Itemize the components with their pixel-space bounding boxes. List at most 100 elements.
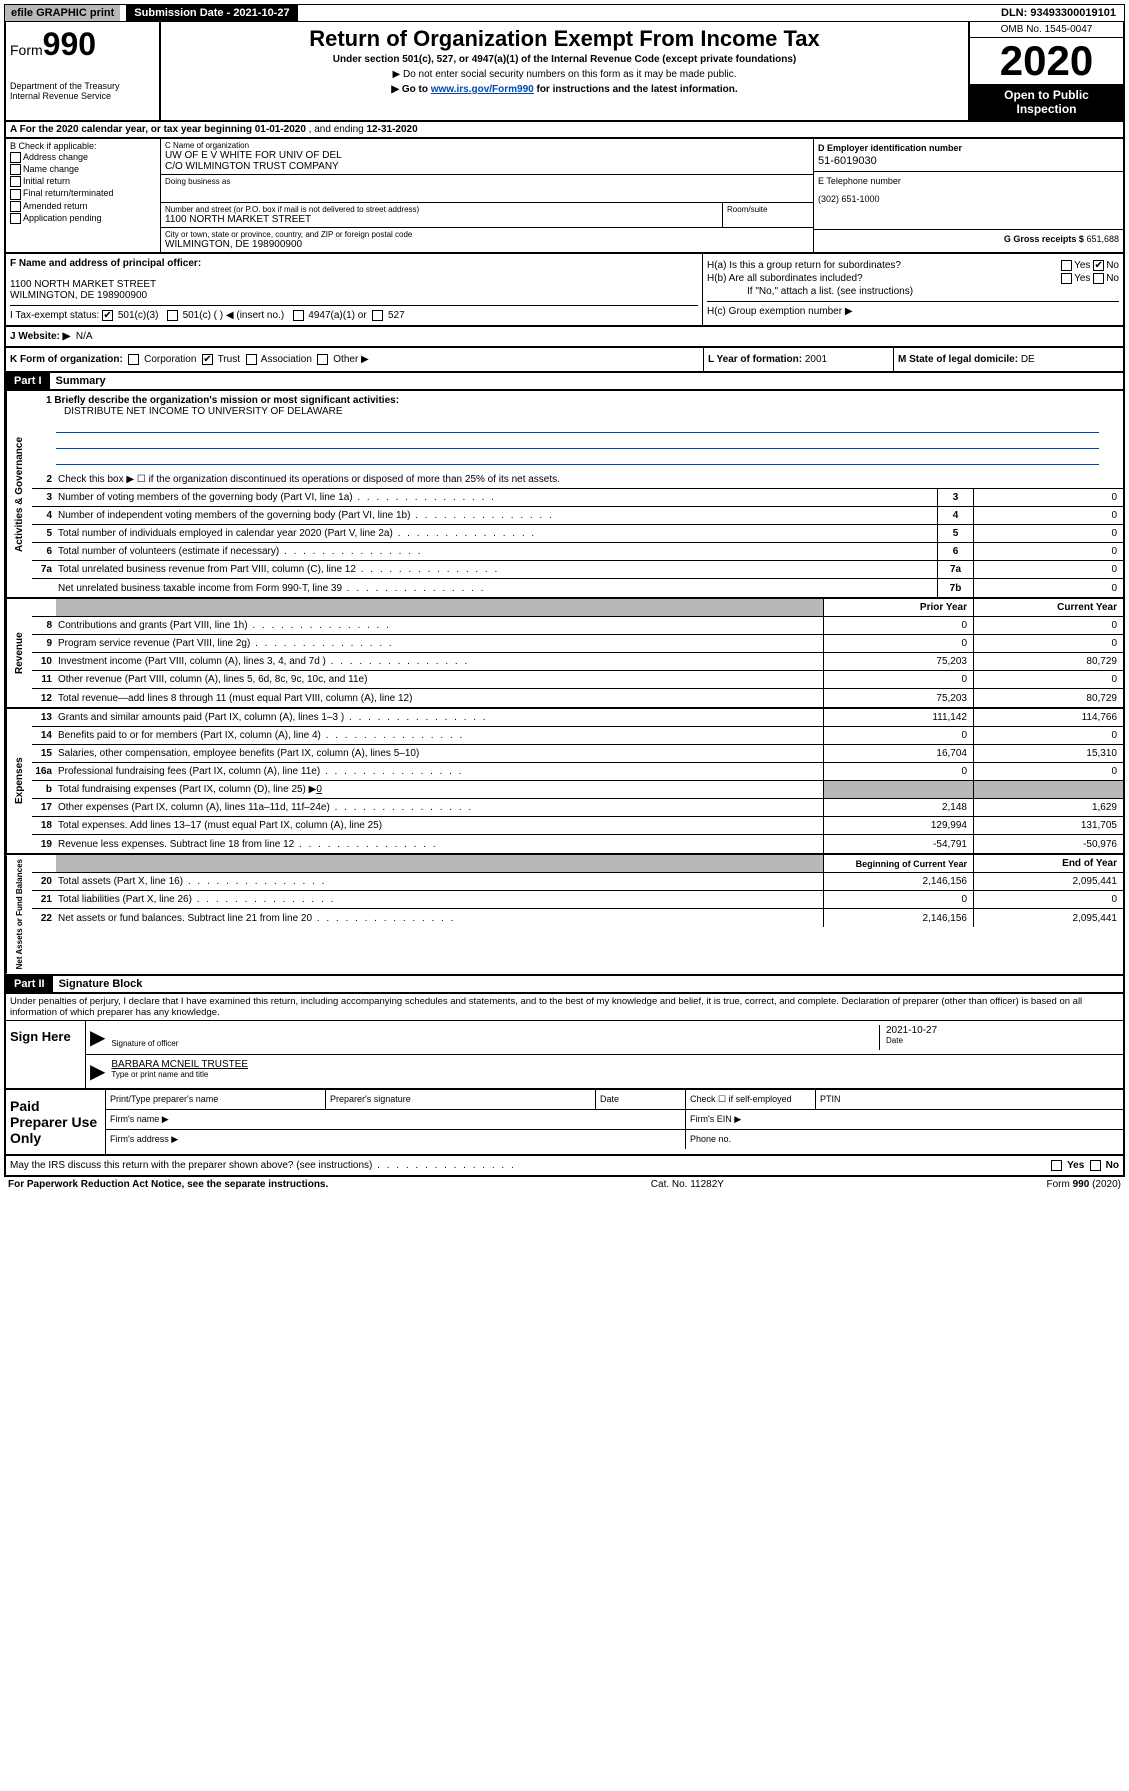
- cb-4947[interactable]: [293, 310, 304, 321]
- ha-no[interactable]: [1093, 260, 1104, 271]
- cb-501c[interactable]: [167, 310, 178, 321]
- net-section: Net Assets or Fund Balances Beginning of…: [4, 855, 1125, 975]
- p16b: [823, 781, 973, 798]
- name-box: C Name of organization UW OF E V WHITE F…: [161, 139, 813, 175]
- addr-left: Number and street (or P.O. box if mail i…: [161, 203, 723, 227]
- p15: 16,704: [823, 745, 973, 762]
- exp-content: 13Grants and similar amounts paid (Part …: [32, 709, 1123, 853]
- l4-txt: Number of independent voting members of …: [56, 508, 937, 523]
- mission-line: [56, 451, 1099, 465]
- addr-val: 1100 NORTH MARKET STREET: [165, 214, 718, 225]
- open-public: Open to Public Inspection: [970, 84, 1123, 120]
- col-b: B Check if applicable: Address change Na…: [6, 139, 161, 252]
- l16b-val: 0: [316, 784, 322, 795]
- g-box: G Gross receipts $ 651,688: [814, 230, 1123, 248]
- j-lbl: J Website: ▶: [10, 331, 70, 342]
- l15: Salaries, other compensation, employee b…: [56, 746, 823, 761]
- form-note1: ▶ Do not enter social security numbers o…: [165, 69, 964, 80]
- state-domicile: DE: [1021, 354, 1035, 365]
- officer-name: BARBARA MCNEIL TRUSTEE: [111, 1059, 1119, 1070]
- c16a: 0: [973, 763, 1123, 780]
- l18: Total expenses. Add lines 13–17 (must eq…: [56, 818, 823, 833]
- website-val: N/A: [76, 331, 93, 342]
- cb-final-return[interactable]: Final return/terminated: [10, 188, 156, 199]
- part2-header-row: Part II Signature Block: [4, 976, 1125, 994]
- cb-amended[interactable]: Amended return: [10, 201, 156, 212]
- efile-button[interactable]: efile GRAPHIC print: [5, 5, 120, 21]
- form-number: Form990: [10, 26, 155, 63]
- end-hdr: End of Year: [973, 855, 1123, 872]
- l9: Program service revenue (Part VIII, line…: [56, 636, 823, 651]
- cb-other[interactable]: [317, 354, 328, 365]
- l22: Net assets or fund balances. Subtract li…: [56, 911, 823, 926]
- l20: Total assets (Part X, line 16): [56, 874, 823, 889]
- line12: 12Total revenue—add lines 8 through 11 (…: [32, 689, 1123, 707]
- prep-row2: Firm's name ▶ Firm's EIN ▶: [106, 1110, 1123, 1130]
- sign-here-lbl: Sign Here: [6, 1021, 86, 1088]
- prep-c4: Check ☐ if self-employed: [686, 1090, 816, 1109]
- sig-section: Under penalties of perjury, I declare th…: [4, 994, 1125, 1090]
- form990-link[interactable]: www.irs.gov/Form990: [431, 84, 534, 95]
- prep-r3a: Firm's address ▶: [106, 1130, 686, 1149]
- ha-yes[interactable]: [1061, 260, 1072, 271]
- hb-no[interactable]: [1093, 273, 1104, 284]
- line5: 5Total number of individuals employed in…: [32, 525, 1123, 543]
- rowA-pre: A For the 2020 calendar year, or tax yea…: [10, 124, 255, 135]
- line7a: 7aTotal unrelated business revenue from …: [32, 561, 1123, 579]
- mission-line: [56, 435, 1099, 449]
- k-other: Other ▶: [333, 354, 368, 365]
- line13: 13Grants and similar amounts paid (Part …: [32, 709, 1123, 727]
- i-o4: 527: [388, 310, 405, 321]
- ein-val: 51-6019030: [818, 155, 1119, 167]
- discuss-yes[interactable]: [1051, 1160, 1062, 1171]
- c20: 2,095,441: [973, 873, 1123, 890]
- p11: 0: [823, 671, 973, 688]
- line3: 3Number of voting members of the governi…: [32, 489, 1123, 507]
- note2-pre: ▶ Go to: [391, 84, 430, 95]
- mission-text: DISTRIBUTE NET INCOME TO UNIVERSITY OF D…: [36, 406, 1119, 417]
- cb-address-change[interactable]: Address change: [10, 152, 156, 163]
- p10: 75,203: [823, 653, 973, 670]
- cb-corp[interactable]: [128, 354, 139, 365]
- prep-c1: Print/Type preparer's name: [106, 1090, 326, 1109]
- p13: 111,142: [823, 709, 973, 726]
- d-lbl: D Employer identification number: [818, 143, 1119, 153]
- rowA-end: 12-31-2020: [367, 124, 418, 135]
- addr-lbl: Number and street (or P.O. box if mail i…: [165, 205, 718, 214]
- omb: OMB No. 1545-0047: [970, 22, 1123, 38]
- discuss-text: May the IRS discuss this return with the…: [10, 1160, 372, 1171]
- k-lbl: K Form of organization:: [10, 354, 123, 365]
- mission-block: 1 Briefly describe the organization's mi…: [32, 391, 1123, 471]
- c9: 0: [973, 635, 1123, 652]
- cb-app-pending[interactable]: Application pending: [10, 213, 156, 224]
- footer: For Paperwork Reduction Act Notice, see …: [4, 1177, 1125, 1192]
- c12: 80,729: [973, 689, 1123, 707]
- year-formation: 2001: [805, 354, 827, 365]
- line4: 4Number of independent voting members of…: [32, 507, 1123, 525]
- cb-501c3[interactable]: [102, 310, 113, 321]
- line15: 15Salaries, other compensation, employee…: [32, 745, 1123, 763]
- p20: 2,146,156: [823, 873, 973, 890]
- cb-initial-return[interactable]: Initial return: [10, 176, 156, 187]
- ha-line: H(a) Is this a group return for subordin…: [707, 260, 1119, 271]
- i-lbl: I Tax-exempt status:: [10, 310, 99, 321]
- hb-yes[interactable]: [1061, 273, 1072, 284]
- prep-section: Paid Preparer Use Only Print/Type prepar…: [4, 1090, 1125, 1156]
- cb-name-change[interactable]: Name change: [10, 164, 156, 175]
- phone-val: (302) 651-1000: [818, 194, 1119, 204]
- cb-assoc[interactable]: [246, 354, 257, 365]
- name-lbl: Type or print name and title: [111, 1070, 1119, 1079]
- discuss-no[interactable]: [1090, 1160, 1101, 1171]
- cb-trust[interactable]: [202, 354, 213, 365]
- cb-527[interactable]: [372, 310, 383, 321]
- yes: Yes: [1074, 273, 1090, 284]
- row-k: K Form of organization: Corporation Trus…: [4, 348, 1125, 373]
- name-lbl: C Name of organization: [165, 141, 809, 150]
- prep-row3: Firm's address ▶ Phone no.: [106, 1130, 1123, 1149]
- rev-content: Prior YearCurrent Year 8Contributions an…: [32, 599, 1123, 707]
- p16a: 0: [823, 763, 973, 780]
- line7b: Net unrelated business taxable income fr…: [32, 579, 1123, 597]
- p14: 0: [823, 727, 973, 744]
- footer-mid: Cat. No. 11282Y: [651, 1179, 724, 1190]
- l11: Other revenue (Part VIII, column (A), li…: [56, 672, 823, 687]
